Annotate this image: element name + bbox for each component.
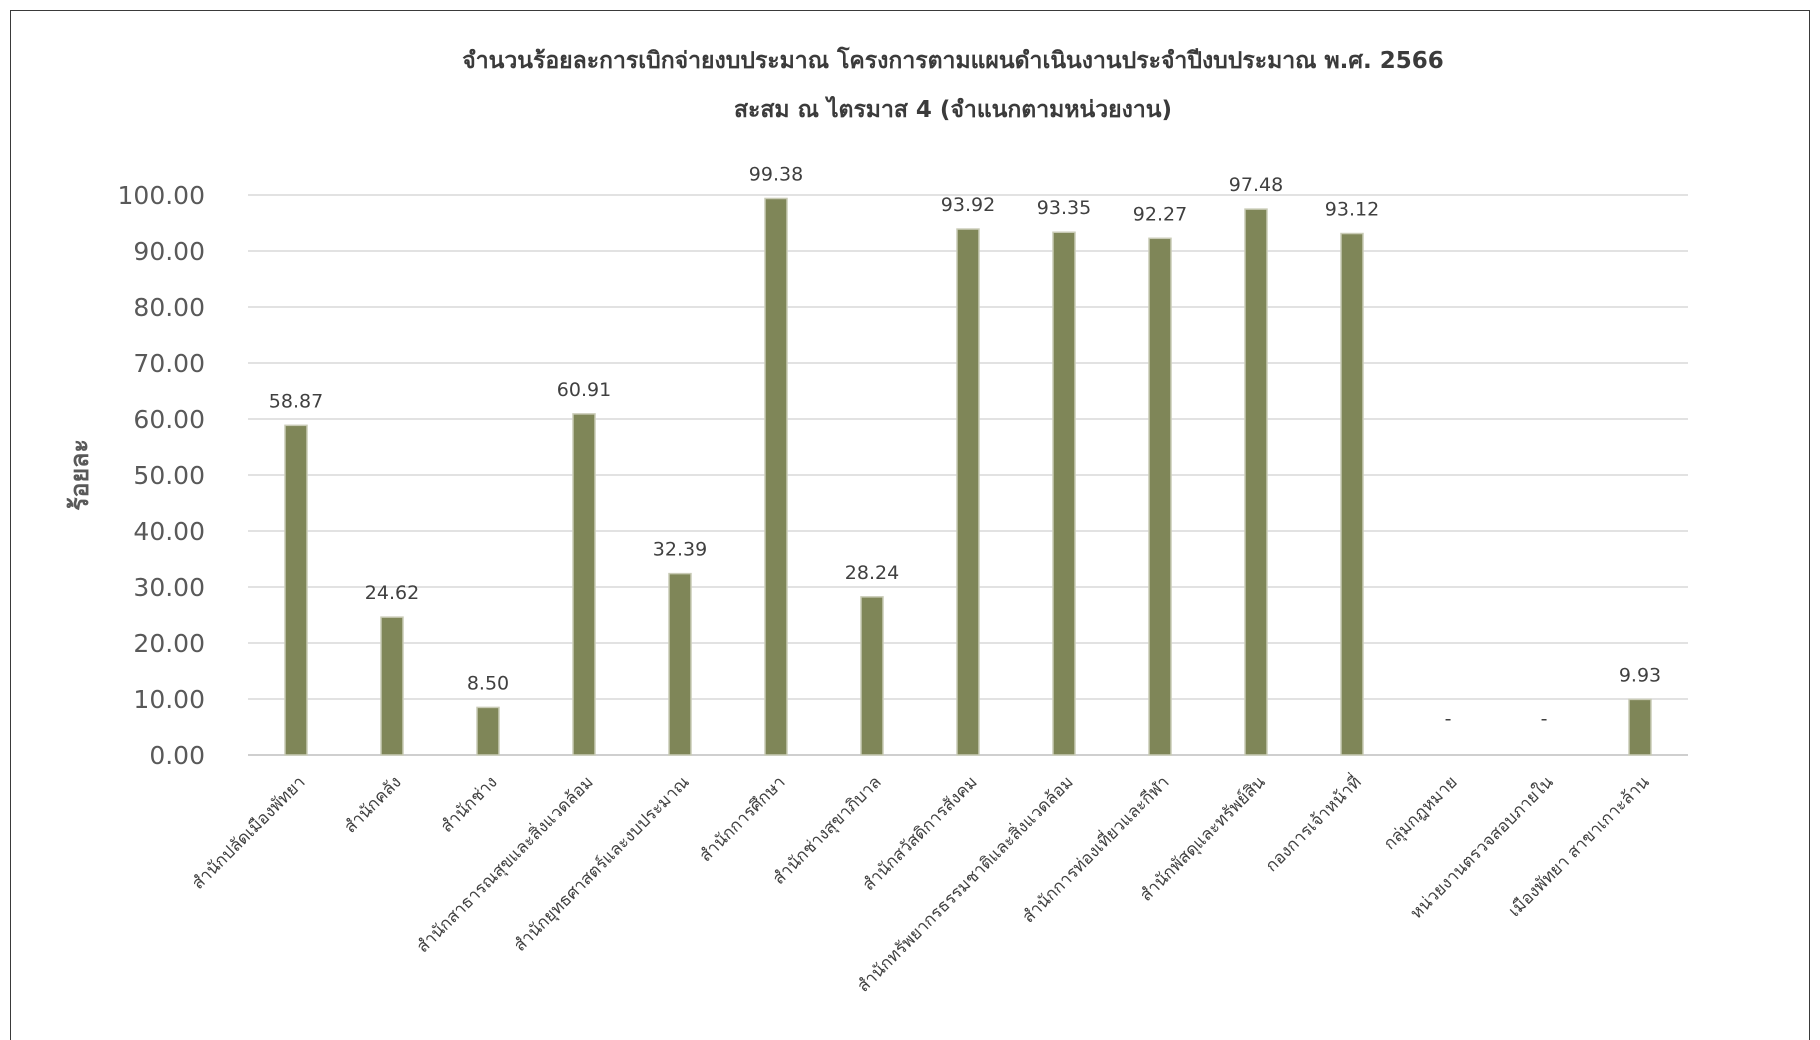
- bar: [668, 572, 692, 756]
- y-tick-label: 0.00: [149, 741, 205, 770]
- x-tick-label: สำนักสาธารณสุขและสิ่งแวดล้อม: [411, 770, 598, 957]
- data-label: 9.93: [1619, 664, 1661, 686]
- chart-title: จำนวนร้อยละการเบิกจ่ายงบประมาณ โครงการตา…: [462, 46, 1444, 74]
- y-tick-label: 60.00: [133, 405, 205, 434]
- data-label: 8.50: [467, 672, 509, 694]
- x-tick-label: กลุ่มกฎหมาย: [1380, 772, 1462, 854]
- y-tick-label: 50.00: [133, 461, 205, 490]
- bar: [1628, 698, 1652, 756]
- data-label: 93.12: [1325, 199, 1379, 221]
- chart-subtitle: สะสม ณ ไตรมาส 4 (จำแนกตามหน่วยงาน): [734, 95, 1172, 123]
- bar: [380, 616, 404, 756]
- x-tick-label: สำนักช่าง: [437, 772, 502, 837]
- bar: [1340, 232, 1364, 756]
- data-label: 24.62: [365, 582, 419, 604]
- y-tick-label: 10.00: [133, 685, 205, 714]
- data-label: 28.24: [845, 562, 899, 584]
- y-tick-label: 100.00: [118, 181, 205, 210]
- data-labels: 58.87 24.62 8.50 60.91 32.39 99.38 28.24 93.92 9…: [269, 163, 1661, 730]
- data-label: 92.27: [1133, 203, 1187, 225]
- data-label: 97.48: [1229, 174, 1283, 196]
- y-axis-label: ร้อยละ: [65, 439, 94, 511]
- bar: [764, 197, 788, 756]
- x-tick-label: สำนักทรัพยากรธรรมชาติและสิ่งแวดล้อม: [851, 770, 1077, 996]
- y-tick-label: 40.00: [133, 517, 205, 546]
- x-tick-label: สำนักปลัดเมืองพัทยา: [188, 772, 309, 893]
- x-tick-label: สำนักการศึกษา: [696, 772, 790, 866]
- x-tick-label: สำนักคลัง: [341, 772, 406, 837]
- data-label: 60.91: [557, 379, 611, 401]
- bar: [284, 424, 308, 756]
- bar: [956, 228, 980, 756]
- data-label: -: [1445, 708, 1452, 730]
- data-label: 32.39: [653, 539, 707, 561]
- y-tick-label: 20.00: [133, 629, 205, 658]
- bar: [476, 706, 500, 756]
- bars: [284, 197, 1652, 756]
- data-label: 93.92: [941, 194, 995, 216]
- x-tick-label: กองการเจ้าหน้าที่: [1260, 770, 1366, 876]
- y-tick-label: 80.00: [133, 293, 205, 322]
- bar: [1052, 231, 1076, 756]
- y-tick-label: 90.00: [133, 237, 205, 266]
- y-tick-label: 30.00: [133, 573, 205, 602]
- data-label: 99.38: [749, 163, 803, 185]
- y-tick-label: 70.00: [133, 349, 205, 378]
- data-label: -: [1541, 708, 1548, 730]
- x-axis-labels: สำนักปลัดเมืองพัทยา สำนักคลัง สำนักช่างสำน…: [188, 770, 1654, 996]
- bar: [1244, 208, 1268, 756]
- x-tick-label: สำนักยุทธศาสตร์และงบประมาณ: [510, 772, 694, 956]
- chart-frame: [10, 10, 1810, 1040]
- data-label: 58.87: [269, 390, 323, 412]
- y-axis-ticks: 0.00 10.00 20.00 30.00 40.00 50.00 60.00 70.00 8…: [118, 181, 205, 770]
- bar: [860, 596, 884, 756]
- bar: [572, 413, 596, 756]
- bar: [1148, 237, 1172, 756]
- data-label: 93.35: [1037, 197, 1091, 219]
